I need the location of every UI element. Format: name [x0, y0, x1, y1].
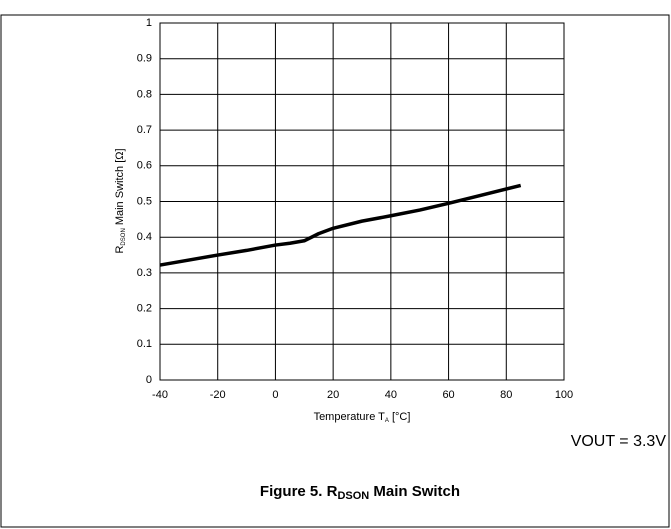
- x-tick-label: 20: [327, 389, 339, 401]
- y-tick-label: 1: [146, 17, 152, 29]
- y-tick-label: 0.9: [137, 53, 152, 65]
- y-tick-label: 0.2: [137, 303, 152, 315]
- title-main: Figure 5. R: [260, 483, 338, 500]
- y-tick-label: 0.3: [137, 267, 152, 279]
- x-tick-label: 80: [500, 389, 512, 401]
- y-label-main: R: [114, 246, 126, 254]
- x-axis-label: Temperature TA [°C]: [314, 411, 411, 424]
- annotation: VOUT = 3.3V: [571, 433, 667, 450]
- x-label-sub: A: [385, 418, 389, 424]
- y-tick-label: 0: [146, 374, 152, 386]
- y-tick-label: 0.8: [137, 88, 152, 100]
- title-rest: Main Switch: [369, 483, 460, 500]
- x-tick-label: 100: [555, 389, 573, 401]
- y-axis-label: RDSON Main Switch [Ω]: [114, 148, 127, 253]
- y-tick-label: 0.5: [137, 195, 152, 207]
- y-tick-label: 0.7: [137, 124, 152, 136]
- data-line: [159, 183, 522, 267]
- x-label-rest: [°C]: [389, 411, 411, 423]
- chart-title: Figure 5. RDSON Main Switch: [260, 483, 460, 502]
- title-sub: DSON: [337, 490, 369, 502]
- y-label-rest: Main Switch [Ω]: [114, 148, 126, 228]
- x-tick-label: 60: [442, 389, 454, 401]
- y-tick-label: 0.4: [137, 231, 152, 243]
- frame: [0, 14, 670, 528]
- x-tick-label: 0: [272, 389, 278, 401]
- x-tick-label: -20: [210, 389, 226, 401]
- x-label-main: Temperature T: [314, 411, 386, 423]
- y-tick-label: 0.1: [137, 338, 152, 350]
- y-label-sub: DSON: [121, 228, 127, 245]
- y-tick-label: 0.6: [137, 160, 152, 172]
- x-tick-label: 40: [385, 389, 397, 401]
- x-tick-label: -40: [152, 389, 168, 401]
